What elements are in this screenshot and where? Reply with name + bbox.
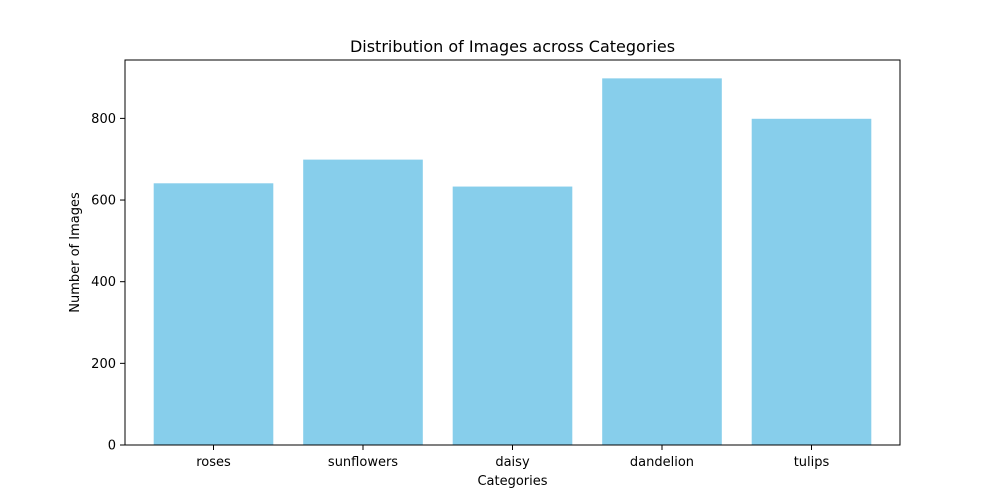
y-tick-label: 800: [91, 112, 116, 127]
x-tick-label-roses: roses: [196, 455, 231, 470]
x-tick-label-dandelion: dandelion: [630, 455, 694, 470]
bar-sunflowers: [303, 159, 423, 445]
chart-title: Distribution of Images across Categories: [350, 37, 675, 56]
x-axis-ticks: roses sunflowers daisy dandelion tulips: [196, 445, 830, 470]
y-tick-label: 400: [91, 275, 116, 290]
y-tick-label: 200: [91, 357, 116, 372]
x-tick-label-tulips: tulips: [794, 455, 830, 470]
bar-tulips: [751, 118, 872, 445]
x-tick-label-sunflowers: sunflowers: [328, 455, 398, 470]
bar-dandelion: [602, 78, 722, 446]
y-tick-label: 600: [91, 194, 116, 209]
x-tick-label-daisy: daisy: [495, 455, 530, 470]
y-tick-label: 0: [108, 439, 116, 454]
bar-daisy: [452, 186, 573, 445]
bars-group: [153, 78, 872, 446]
bar-roses: [153, 183, 274, 446]
y-axis-ticks: 0 200 400 600 800: [91, 112, 125, 454]
y-axis-label: Number of Images: [68, 192, 83, 313]
x-axis-label: Categories: [477, 474, 547, 489]
